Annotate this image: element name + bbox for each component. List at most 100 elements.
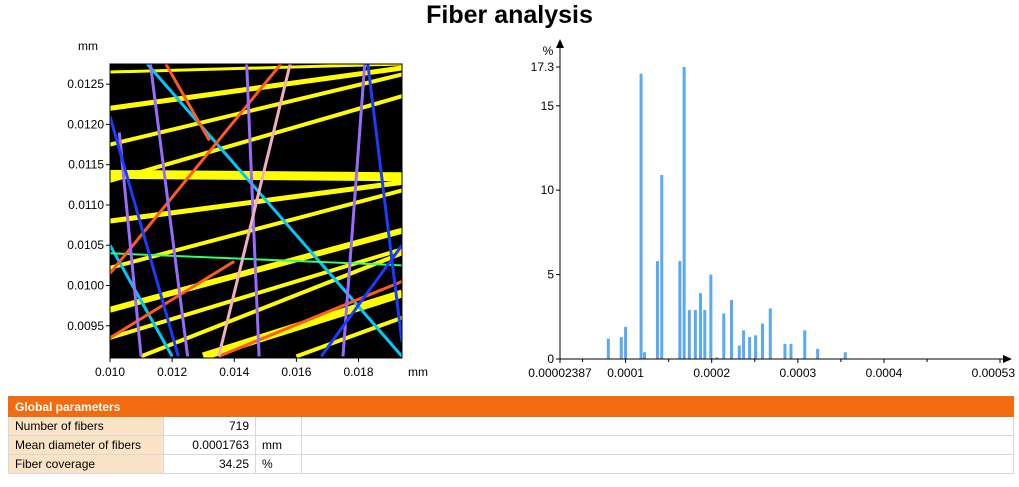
param-unit: mm — [255, 435, 302, 455]
histogram-bar — [730, 299, 734, 359]
x-tick-label: 0.0005347 — [972, 366, 1015, 380]
x-unit-label: mm — [408, 365, 428, 379]
histogram-bar — [715, 357, 719, 359]
fiber — [110, 244, 174, 358]
param-value: 34.25 — [163, 454, 256, 474]
y-axis-label: % — [543, 44, 554, 58]
histogram-bar — [768, 308, 772, 359]
fiber — [110, 169, 402, 182]
fibers-group — [110, 64, 402, 358]
x-tick-label: 0.014 — [219, 365, 249, 379]
diameter-histogram-chart: 0 5 10 15 17.3 0.00002387 0.0001 0.0002 0.0003 0.… — [515, 34, 1019, 399]
y-tick-label: 15 — [541, 99, 555, 113]
table-row: Number of fibers 719 — [8, 416, 1014, 436]
histogram-bar — [783, 343, 787, 359]
y-tick-label: 0 — [547, 352, 554, 366]
x-axis-arrow — [1003, 355, 1012, 363]
y-tick-label: 0.0120 — [67, 117, 104, 131]
fiber-map-svg: 0.0125 0.0120 0.0115 0.0110 0.0105 0.0100 0.00… — [67, 39, 428, 379]
x-tick-label: 0.00002387 — [528, 366, 592, 380]
histogram-bar — [699, 293, 703, 359]
y-axis-arrow — [556, 39, 564, 48]
fiber — [320, 244, 402, 358]
fiber — [110, 64, 283, 275]
fiber — [164, 64, 211, 142]
histogram-bar — [682, 67, 686, 359]
histogram-bar — [748, 337, 752, 359]
histogram-bar — [742, 330, 746, 359]
y-tick-label: 10 — [541, 183, 555, 197]
param-filler — [301, 454, 1014, 474]
histogram-bar — [722, 313, 726, 359]
param-value: 0.0001763 — [163, 435, 256, 455]
histogram-bar — [639, 73, 643, 359]
histogram-bar — [678, 261, 682, 359]
fiber-map-chart: 0.0125 0.0120 0.0115 0.0110 0.0105 0.0100 0.00… — [60, 34, 430, 399]
page-title: Fiber analysis — [426, 1, 593, 29]
histogram-bar — [761, 323, 765, 359]
map-frame — [109, 63, 403, 359]
histogram-bar — [619, 337, 623, 359]
x-tick-label: 0.0004 — [866, 366, 903, 380]
param-label: Number of fibers — [8, 416, 164, 436]
histogram-bar — [643, 352, 647, 359]
param-unit: % — [255, 454, 302, 474]
table-row: Fiber coverage 34.25 % — [8, 454, 1014, 474]
param-filler — [301, 416, 1014, 436]
fiber — [201, 289, 402, 358]
histogram-bar — [660, 175, 664, 359]
fiber — [217, 64, 292, 357]
fiber — [218, 280, 402, 358]
x-tick-label: 0.010 — [95, 365, 125, 379]
fiber — [341, 64, 367, 357]
x-tick-label: 0.0003 — [779, 366, 816, 380]
param-label: Mean diameter of fibers — [8, 435, 164, 455]
fiber — [366, 64, 402, 343]
y-tick-label: 0.0110 — [68, 198, 104, 212]
table-header-row: Global parameters — [8, 396, 1014, 417]
x-tick-label: 0.016 — [281, 365, 311, 379]
x-tick-label: 0.018 — [343, 365, 373, 379]
histogram-bar — [606, 338, 610, 359]
param-filler — [301, 435, 1014, 455]
histogram-bar — [624, 326, 628, 359]
y-tick-label: 0.0100 — [67, 279, 104, 293]
global-parameters-table: Global parameters Number of fibers 719 M… — [8, 396, 1014, 474]
fiber — [110, 260, 236, 340]
fiber — [110, 65, 402, 111]
histogram-bar — [709, 274, 713, 359]
x-tick-label: 0.0002 — [693, 366, 730, 380]
fiber — [295, 315, 402, 358]
y-tick-label: 0.0115 — [68, 158, 104, 172]
fiber — [110, 115, 180, 357]
histogram-bar — [803, 330, 807, 359]
histogram-bar — [843, 352, 847, 359]
param-unit — [255, 416, 302, 436]
fiber — [110, 94, 402, 183]
fiber — [148, 64, 190, 357]
histogram-bar — [754, 335, 758, 359]
histogram-bar — [816, 348, 820, 359]
y-tick-label: 0.0125 — [67, 77, 104, 91]
histogram-bar — [687, 310, 691, 359]
histogram-bar — [737, 345, 741, 359]
histogram-bar — [789, 343, 793, 359]
histogram-bar — [655, 261, 659, 359]
fiber — [117, 132, 143, 357]
param-value: 719 — [163, 416, 256, 436]
y-unit-label: mm — [78, 39, 98, 53]
table-row: Mean diameter of fibers 0.0001763 mm — [8, 435, 1014, 455]
table-header: Global parameters — [8, 396, 1014, 417]
histogram-bar — [703, 310, 707, 359]
param-label: Fiber coverage — [8, 454, 164, 474]
y-tick-label: 0.0105 — [67, 238, 104, 252]
y-tick-label: 0.0095 — [67, 319, 104, 333]
y-tick-label: 5 — [547, 268, 554, 282]
fiber — [110, 64, 402, 74]
fiber — [245, 64, 261, 357]
histogram-bar — [693, 310, 697, 359]
histogram-svg: 0 5 10 15 17.3 0.00002387 0.0001 0.0002 0.0003 0.… — [528, 39, 1019, 380]
y-tick-label: 17.3 — [531, 60, 555, 74]
x-tick-label: 0.0001 — [607, 366, 644, 380]
fiber — [146, 64, 402, 358]
